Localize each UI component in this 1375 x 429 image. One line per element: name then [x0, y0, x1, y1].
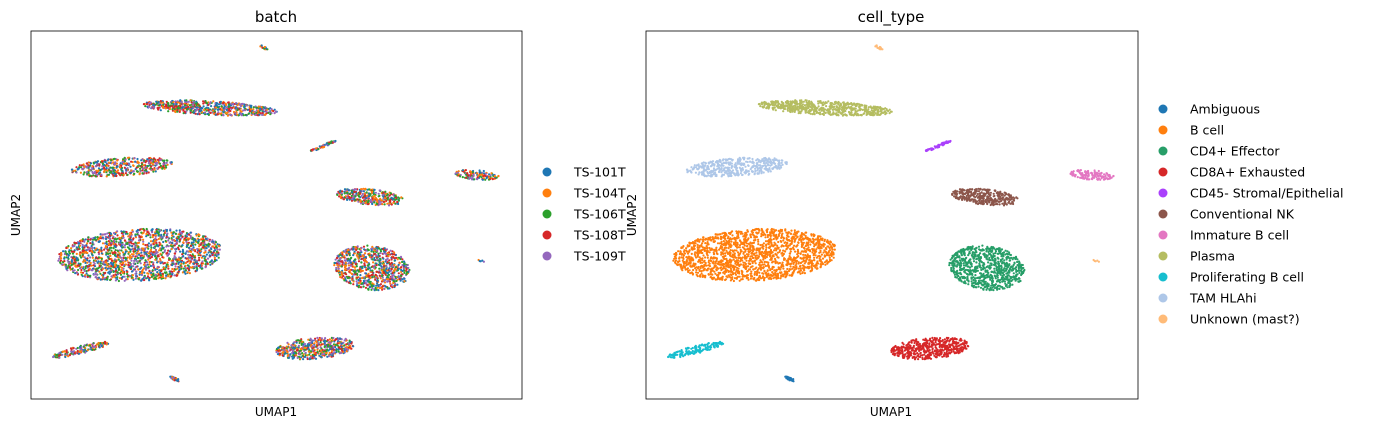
batch-cluster-points — [169, 375, 180, 383]
batch-cluster-points — [454, 169, 500, 181]
cell-type-cluster-unknown-mast — [1092, 258, 1100, 263]
cell-type-legend-label-proliferating-b-cell: Proliferating B cell — [1190, 270, 1304, 285]
cell-type-legend-label-tam-hlahi: TAM HLAhi — [1189, 291, 1257, 306]
batch-cluster-points — [309, 139, 337, 153]
batch-cluster-points — [333, 244, 411, 292]
cell-type-panel: cell_type UMAP1 UMAP2 Ambiguous B cell CD4… — [625, 8, 1344, 419]
batch-cluster-points — [52, 340, 110, 359]
batch-legend-marker-ts-104t — [542, 188, 552, 198]
batch-legend-label-ts-101t: TS-101T — [573, 165, 626, 180]
cell-type-cluster-immature-b-cell — [1069, 169, 1115, 181]
batch-cluster-points — [477, 258, 485, 263]
cell-type-cluster-ambiguous — [784, 375, 795, 383]
batch-legend-label-ts-108t: TS-108T — [573, 228, 626, 243]
cell-type-legend-label-b-cell: B cell — [1190, 123, 1224, 138]
cell-type-legend-marker-cd45-stromal-epithelial — [1158, 188, 1168, 198]
batch-title: batch — [255, 8, 297, 26]
batch-cluster-points — [57, 227, 221, 283]
cell-type-legend-label-plasma: Plasma — [1190, 249, 1235, 264]
batch-legend: TS-101T TS-104T TS-106T TS-108T TS-109T — [542, 165, 626, 264]
cell-type-legend-label-immature-b-cell: Immature B cell — [1190, 228, 1289, 243]
cell-type-title: cell_type — [858, 8, 925, 27]
cell-type-legend-marker-tam-hlahi — [1158, 293, 1168, 303]
cell-type-legend-label-unknown-mast: Unknown (mast?) — [1190, 312, 1300, 327]
cell-type-legend-marker-cd8a-exhausted — [1158, 167, 1168, 177]
cell-type-legend-marker-unknown-mast — [1158, 314, 1168, 324]
cell-type-cluster-unknown-mast — [874, 44, 884, 51]
cell-type-legend-marker-immature-b-cell — [1158, 230, 1168, 240]
batch-xlabel: UMAP1 — [255, 405, 297, 419]
batch-legend-marker-ts-101t — [542, 167, 552, 177]
cell-type-legend-label-cd45-stromal-epithelial: CD45- Stromal/Epithelial — [1190, 186, 1344, 201]
batch-legend-label-ts-106t: TS-106T — [573, 207, 626, 222]
cell-type-legend-marker-conventional-nk — [1158, 209, 1168, 219]
batch-legend-marker-ts-109t — [542, 251, 552, 261]
cell-type-cluster-cd45-stromal-epithelial — [924, 139, 952, 153]
cell-type-cluster-cd8a-exhausted — [890, 336, 970, 361]
cell-type-ylabel: UMAP2 — [625, 194, 639, 236]
cell-type-cluster-b-cell — [672, 227, 836, 283]
cell-type-plot-area — [667, 44, 1115, 383]
cell-type-xlabel: UMAP1 — [870, 405, 912, 419]
cell-type-axes-frame — [645, 30, 1139, 400]
cell-type-legend-label-cd8a-exhausted: CD8A+ Exhausted — [1190, 165, 1305, 180]
cell-type-legend-marker-proliferating-b-cell — [1158, 272, 1168, 282]
batch-panel: batch UMAP1 UMAP2 TS-101TTS-104TTS-106TT… — [9, 8, 626, 419]
cell-type-cluster-cd4-effector — [948, 244, 1026, 292]
cell-type-legend-marker-ambiguous — [1158, 104, 1168, 114]
batch-cluster-points — [275, 336, 355, 361]
batch-cluster-points — [142, 99, 278, 117]
batch-cluster-points — [70, 156, 173, 178]
cell-type-legend-marker-plasma — [1158, 251, 1168, 261]
cell-type-legend-label-ambiguous: Ambiguous — [1190, 102, 1260, 117]
cell-type-legend: Ambiguous B cell CD4+ Effector CD8A+ Exhaus… — [1158, 102, 1344, 327]
cell-type-legend-label-cd4-effector: CD4+ Effector — [1190, 144, 1280, 159]
cell-type-legend-marker-cd4-effector — [1158, 146, 1168, 156]
batch-legend-label-ts-109t: TS-109T — [573, 249, 626, 264]
batch-ylabel: UMAP2 — [9, 194, 23, 236]
cell-type-cluster-proliferating-b-cell — [667, 340, 725, 359]
batch-legend-marker-ts-106t — [542, 209, 552, 219]
batch-legend-label-ts-104t: TS-104T — [573, 186, 626, 201]
batch-legend-marker-ts-108t — [542, 230, 552, 240]
batch-axes-frame — [30, 30, 523, 400]
batch-plot-area — [52, 44, 500, 383]
batch-cluster-points — [259, 44, 269, 51]
cell-type-legend-label-conventional-nk: Conventional NK — [1190, 207, 1295, 222]
batch-cluster-points — [336, 187, 404, 207]
cell-type-cluster-tam-hlahi — [685, 156, 788, 178]
cell-type-cluster-conventional-nk — [951, 187, 1019, 207]
cell-type-cluster-plasma — [757, 99, 893, 117]
cell-type-legend-marker-b-cell — [1158, 125, 1168, 135]
